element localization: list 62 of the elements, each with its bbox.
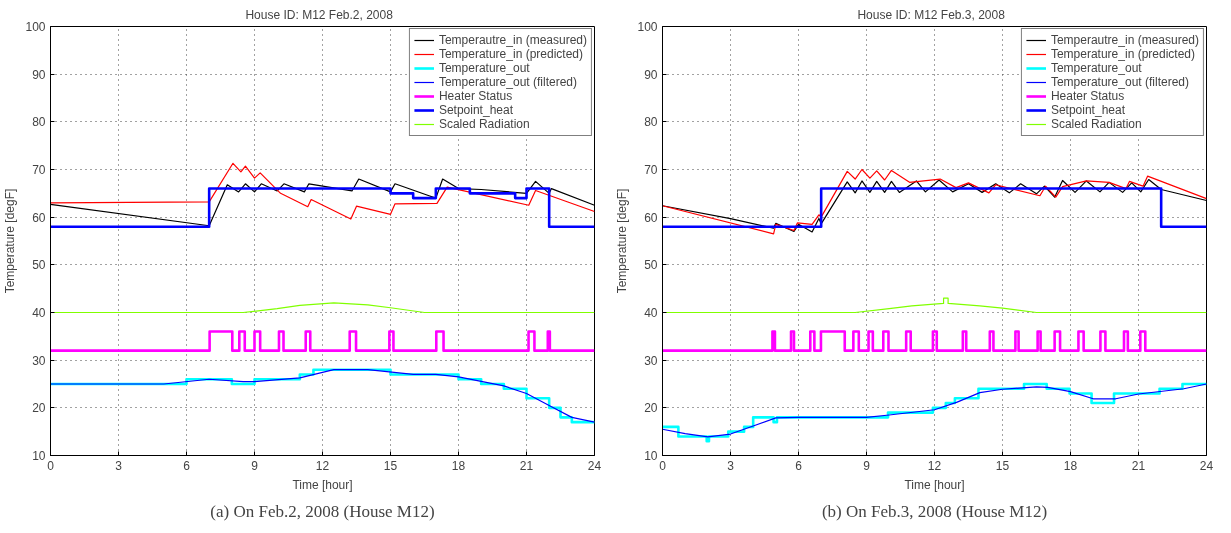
- x-tick-label: 3: [727, 458, 735, 473]
- x-tick-label: 0: [659, 458, 667, 473]
- text: (b) On Feb.3, 2008 (House M12): [821, 501, 1048, 521]
- x-tick-label: 15: [995, 458, 1010, 473]
- x-tick-label: 6: [795, 458, 803, 473]
- y-axis-title: Temperature [degF]: [615, 188, 630, 294]
- legend-label: Heater Status: [1050, 89, 1125, 103]
- line-series: [662, 168, 1207, 235]
- chart-title: House ID: M12 Feb.2, 2008: [245, 7, 394, 22]
- legend-label: Temperature_in (predicted): [1050, 47, 1195, 61]
- legend-label: Setpoint_heat: [438, 103, 513, 117]
- legend-label: Temperature_out (filtered): [438, 75, 577, 89]
- x-tick-label: 3: [115, 458, 123, 473]
- x-tick-label: 15: [383, 458, 398, 473]
- y-tick-label: 100: [25, 20, 46, 34]
- y-tick-label: 10: [644, 449, 658, 463]
- x-tick-label: 9: [251, 458, 259, 473]
- chart-title: House ID: M12 Feb.3, 2008: [857, 7, 1006, 22]
- y-tick-label: 90: [644, 67, 658, 82]
- y-tick-label: 100: [637, 20, 658, 34]
- x-tick-label: 12: [315, 458, 330, 473]
- y-tick-label: 60: [32, 210, 46, 225]
- y-tick-label: 80: [32, 115, 46, 130]
- x-tick-label: 18: [1063, 458, 1078, 473]
- x-axis-title: Time [hour]: [292, 477, 353, 492]
- y-tick-label: 30: [32, 353, 46, 368]
- legend-label: Temperautre_in (measured): [1050, 33, 1199, 47]
- legend-label: Temperautre_in (measured): [438, 33, 587, 47]
- x-tick-label: 24: [587, 458, 602, 473]
- y-tick-label: 10: [32, 449, 46, 463]
- x-tick-label: 24: [1199, 458, 1214, 473]
- y-tick-label: 20: [32, 401, 46, 416]
- x-tick-label: 9: [863, 458, 871, 473]
- y-tick-label: 20: [644, 401, 658, 416]
- y-axis-title: Temperature [degF]: [3, 188, 18, 294]
- x-tick-label: 0: [47, 458, 55, 473]
- y-tick-label: 40: [32, 306, 46, 320]
- y-tick-label: 40: [644, 306, 658, 320]
- x-tick-label: 6: [183, 458, 191, 473]
- legend-label: Temperature_out: [438, 61, 530, 75]
- legend-label: Temperature_out (filtered): [1050, 75, 1189, 89]
- x-axis-title: Time [hour]: [904, 477, 965, 492]
- y-tick-label: 70: [644, 163, 658, 177]
- y-tick-label: 50: [644, 258, 658, 273]
- y-tick-label: 80: [644, 115, 658, 130]
- legend-label: Scaled Radiation: [438, 117, 530, 131]
- y-tick-label: 30: [644, 353, 658, 368]
- x-tick-label: 21: [519, 458, 534, 473]
- legend-label: Temperature_out: [1050, 61, 1142, 75]
- legend-label: Heater Status: [438, 89, 513, 103]
- line-series: [50, 162, 595, 220]
- x-tick-label: 18: [451, 458, 466, 473]
- x-tick-label: 12: [927, 458, 942, 473]
- legend-label: Scaled Radiation: [1050, 117, 1142, 131]
- text: (a) On Feb.2, 2008 (House M12): [210, 501, 435, 521]
- y-tick-label: 60: [644, 210, 658, 225]
- y-tick-label: 70: [32, 163, 46, 177]
- legend-label: Setpoint_heat: [1050, 103, 1125, 117]
- y-tick-label: 90: [32, 67, 46, 82]
- x-tick-label: 21: [1131, 458, 1146, 473]
- legend-label: Temperature_in (predicted): [438, 47, 583, 61]
- y-tick-label: 50: [32, 258, 46, 273]
